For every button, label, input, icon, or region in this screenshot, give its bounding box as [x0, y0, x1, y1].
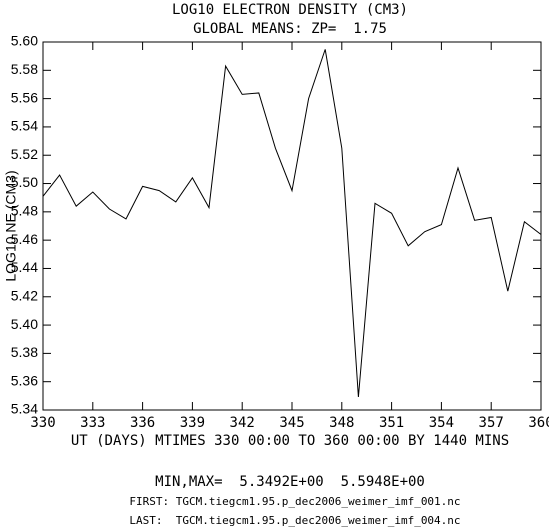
- y-tick-label: 5.50: [11, 174, 38, 190]
- x-tick-label: 342: [230, 415, 255, 431]
- x-tick-label: 339: [180, 415, 205, 431]
- y-tick-label: 5.58: [11, 61, 38, 77]
- min-max-note: MIN,MAX= 5.3492E+00 5.5948E+00: [155, 474, 425, 490]
- x-tick-label: 333: [80, 415, 105, 431]
- x-tick-label: 336: [130, 415, 155, 431]
- y-tick-label: 5.56: [11, 89, 38, 105]
- x-tick-label: 360: [528, 415, 549, 431]
- y-tick-label: 5.60: [11, 33, 38, 49]
- plot-frame: [42, 41, 542, 411]
- x-tick-label: 351: [379, 415, 404, 431]
- x-tick-label: 348: [329, 415, 354, 431]
- y-tick-label: 5.54: [11, 118, 38, 134]
- x-tick-label: 330: [30, 415, 55, 431]
- first-file-note: FIRST: TGCM.tiegcm1.95.p_dec2006_weimer_…: [129, 495, 460, 508]
- chart-subtitle: GLOBAL MEANS: ZP= 1.75: [193, 21, 387, 37]
- y-tick-label: 5.44: [11, 259, 38, 275]
- x-tick-label: 354: [429, 415, 454, 431]
- y-tick-label: 5.34: [11, 401, 38, 417]
- y-tick-label: 5.52: [11, 146, 38, 162]
- chart-title: LOG10 ELECTRON DENSITY (CM3): [172, 2, 408, 18]
- y-axis-label: LOG10 NE (CM3): [3, 170, 19, 281]
- last-file-note: LAST: TGCM.tiegcm1.95.p_dec2006_weimer_i…: [129, 514, 460, 527]
- data-line: [42, 49, 542, 398]
- y-tick-label: 5.48: [11, 203, 38, 219]
- y-tick-label: 5.38: [11, 344, 38, 360]
- x-axis-label: UT (DAYS) MTIMES 330 00:00 TO 360 00:00 …: [71, 433, 509, 449]
- y-tick-label: 5.46: [11, 231, 38, 247]
- x-tick-label: 345: [279, 415, 304, 431]
- y-tick-label: 5.42: [11, 287, 38, 303]
- y-tick-label: 5.40: [11, 316, 38, 332]
- x-tick-label: 357: [479, 415, 504, 431]
- y-tick-label: 5.36: [11, 372, 38, 388]
